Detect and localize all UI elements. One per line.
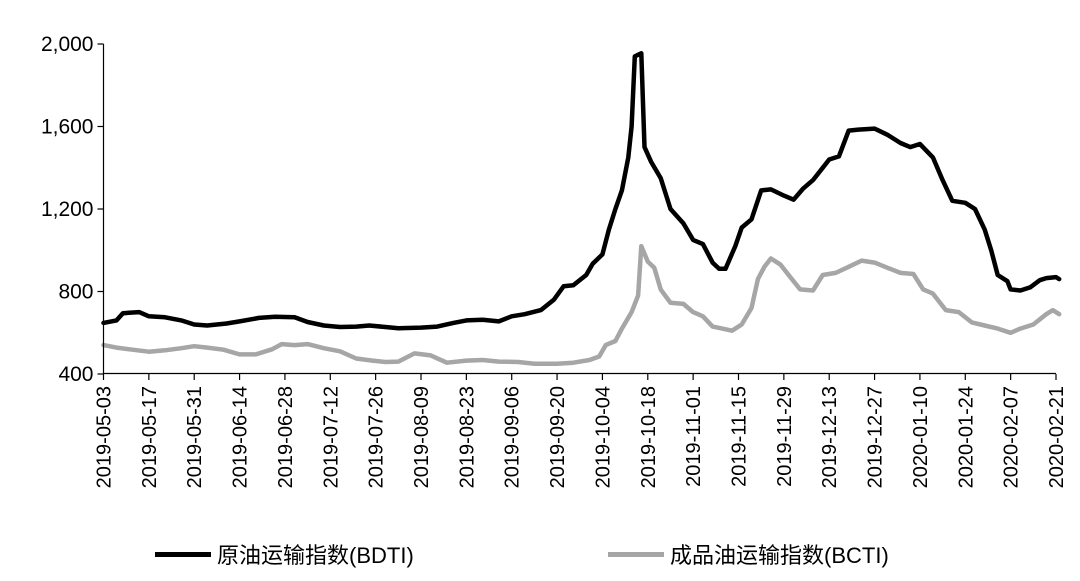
x-tick-label: 2019-09-20 xyxy=(547,386,569,488)
x-tick-label: 2020-01-10 xyxy=(910,386,932,488)
series-line-bcti xyxy=(101,243,1062,366)
y-tick-label: 2,000 xyxy=(41,33,94,56)
x-tick-label: 2020-02-21 xyxy=(1046,386,1068,488)
legend-item-bdti: 原油运输指数(BDTI) xyxy=(155,536,414,572)
x-tick-label: 2019-10-04 xyxy=(592,386,614,488)
legend-label-bdti: 原油运输指数(BDTI) xyxy=(217,543,414,568)
y-tick-label: 1,200 xyxy=(41,198,94,221)
legend-label-bcti: 成品油运输指数(BCTI) xyxy=(670,543,889,568)
x-tick-label: 2019-06-28 xyxy=(275,386,297,488)
legend-swatch-bcti xyxy=(608,551,664,557)
x-ticks: 2019-05-03 2019-05-17 2019-05-31 2019-06-14… xyxy=(94,374,1068,488)
series-line-bdti xyxy=(101,51,1062,331)
x-tick-label: 2019-08-23 xyxy=(456,386,478,488)
x-tick-label: 2019-07-26 xyxy=(366,386,388,488)
series-bdti-group xyxy=(101,51,1062,331)
x-tick-label: 2019-10-18 xyxy=(638,386,660,488)
x-tick-label: 2020-02-07 xyxy=(1001,386,1023,488)
y-tick-label: 1,600 xyxy=(41,116,94,139)
x-tick-label: 2019-05-17 xyxy=(139,386,161,488)
x-tick-label: 2019-12-13 xyxy=(819,386,841,488)
x-tick-label: 2019-05-31 xyxy=(184,386,206,488)
y-tick-label: 400 xyxy=(58,363,93,386)
x-tick-label: 2019-08-09 xyxy=(411,386,433,488)
x-tick-label: 2019-11-15 xyxy=(729,386,751,487)
x-tick-label: 2019-12-27 xyxy=(865,386,887,488)
x-tick-label: 2019-11-01 xyxy=(683,386,705,487)
legend-item-bcti: 成品油运输指数(BCTI) xyxy=(608,536,889,572)
x-tick-label: 2019-05-03 xyxy=(94,386,116,488)
series-bctl-group xyxy=(101,243,1062,366)
x-tick-label: 2020-01-24 xyxy=(955,386,977,488)
x-tick-label: 2019-07-12 xyxy=(320,386,342,488)
y-tick-label: 800 xyxy=(58,281,93,304)
x-tick-label: 2019-09-06 xyxy=(502,386,524,488)
legend-swatch-bdti xyxy=(155,551,211,557)
x-tick-label: 2019-11-29 xyxy=(774,386,796,487)
x-tick-label: 2019-06-14 xyxy=(230,386,252,488)
y-ticks: 2,000 1,600 1,200 800 400 xyxy=(41,33,104,386)
